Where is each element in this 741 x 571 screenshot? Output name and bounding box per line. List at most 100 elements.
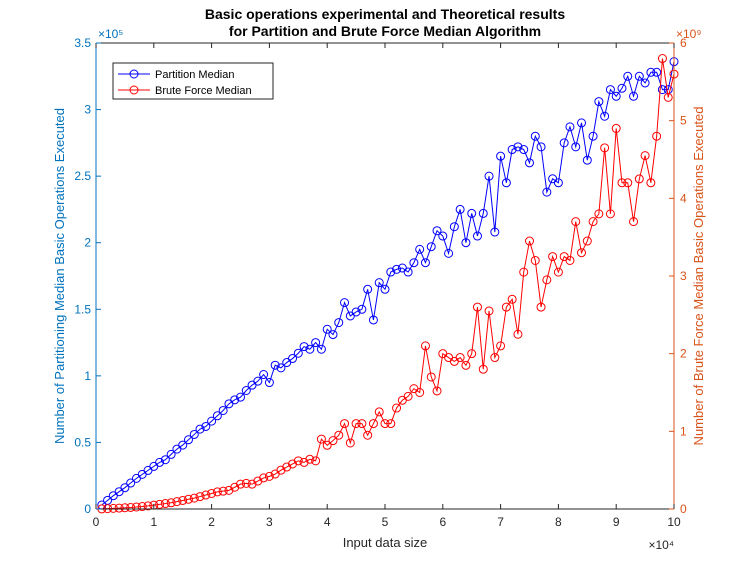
left-y-tick-label: 1 [84,369,91,383]
left-y-tick-label: 0 [84,502,91,516]
data-point-brute-force-median [548,252,558,262]
data-point-partition-median [629,91,639,101]
right-y-axis-label: Number of Brute Force Median Basic Opera… [691,107,706,446]
x-tick-label: 5 [382,515,389,529]
legend: Partition Median Brute Force Median [112,62,274,100]
series-line-brute-force-median [101,58,675,510]
data-point-partition-median [270,360,280,370]
data-point-partition-median [120,483,130,493]
data-point-partition-median [340,298,350,308]
data-point-partition-median [652,67,662,77]
data-point-brute-force-median [553,267,563,277]
data-point-brute-force-median [611,123,621,133]
data-point-partition-median [178,440,188,450]
data-point-brute-force-median [351,419,361,429]
data-point-partition-median [623,71,633,81]
data-point-partition-median [293,348,303,358]
data-point-partition-median [646,67,656,77]
data-point-partition-median [426,242,436,252]
data-point-partition-median [334,318,344,328]
series-partition-median [97,57,679,510]
data-point-partition-median [484,171,494,181]
left-y-axis-ticks: 0 0.5 1 1.5 2 2.5 3 3.5 [74,36,101,516]
data-point-partition-median [299,342,309,352]
data-point-brute-force-median [126,502,136,512]
data-point-brute-force-median [652,131,662,141]
data-point-brute-force-median [207,488,217,498]
data-point-brute-force-median [461,360,471,370]
data-point-brute-force-median [374,407,384,417]
data-point-partition-median [501,178,511,188]
data-point-partition-median [634,71,644,81]
data-point-brute-force-median [166,498,176,508]
data-point-partition-median [380,284,390,294]
data-point-brute-force-median [178,495,188,505]
data-point-brute-force-median [264,471,274,481]
data-point-brute-force-median [172,497,182,507]
data-point-partition-median [351,307,361,317]
data-point-brute-force-median [322,440,332,450]
x-tick-label: 3 [266,515,273,529]
data-point-brute-force-median [594,209,604,219]
right-y-tick-label: 3 [680,269,687,283]
data-point-brute-force-median [363,430,373,440]
left-y-tick-label: 0.5 [74,435,91,449]
data-point-partition-median [588,131,598,141]
data-point-brute-force-median [316,434,326,444]
data-point-partition-median [316,344,326,354]
data-point-brute-force-median [582,236,592,246]
data-point-partition-median [420,258,430,268]
data-point-brute-force-median [403,391,413,401]
data-point-partition-median [657,85,667,95]
data-point-partition-median [236,392,245,402]
data-point-partition-median [230,395,240,405]
data-point-partition-median [542,187,552,197]
data-point-partition-median [276,363,286,373]
data-point-brute-force-median [137,502,147,512]
data-point-partition-median [409,258,419,268]
data-point-brute-force-median [501,302,511,312]
data-point-brute-force-median [467,349,477,359]
data-point-brute-force-median [496,341,506,351]
left-y-tick-label: 3 [84,103,91,117]
data-point-partition-median [288,354,298,364]
legend-entry-brute-force-median: Brute Force Median [118,85,252,97]
data-point-partition-median [328,330,338,340]
data-point-brute-force-median [577,248,587,258]
data-point-brute-force-median [155,499,165,509]
data-point-partition-median [536,142,546,152]
data-point-brute-force-median [183,494,193,504]
data-point-brute-force-median [525,236,534,246]
chart-title-line-1: Basic operations experimental and Theore… [205,6,565,22]
data-point-brute-force-median [420,341,430,351]
data-point-brute-force-median [120,503,130,513]
data-point-brute-force-median [201,490,211,500]
data-point-brute-force-median [542,275,552,285]
data-point-brute-force-median [253,476,263,486]
x-tick-label: 8 [555,515,562,529]
left-y-axis-label: Number of Partitioning Median Basic Oper… [52,108,67,444]
data-point-partition-median [201,421,211,431]
left-y-axis-exponent: ×10⁵ [98,27,123,41]
x-axis-exponent: ×10⁴ [648,538,674,552]
data-point-partition-median [403,267,413,277]
series-brute-force-median [97,54,679,514]
data-point-partition-median [322,324,332,334]
data-point-brute-force-median [657,54,667,64]
data-point-partition-median [530,131,540,141]
data-point-partition-median [438,231,448,241]
data-point-partition-median [259,370,269,380]
data-point-partition-median [392,264,402,274]
data-point-partition-median [374,278,384,288]
data-point-partition-median [305,344,315,354]
data-point-brute-force-median [646,178,656,188]
data-point-partition-median [363,284,373,294]
right-y-tick-label: 4 [680,191,687,205]
data-point-partition-median [218,405,228,415]
x-tick-label: 2 [208,515,215,529]
data-point-partition-median [490,227,500,237]
data-point-brute-force-median [588,217,598,227]
legend-entry-partition-median: Partition Median [118,69,235,81]
data-point-brute-force-median [340,419,350,429]
